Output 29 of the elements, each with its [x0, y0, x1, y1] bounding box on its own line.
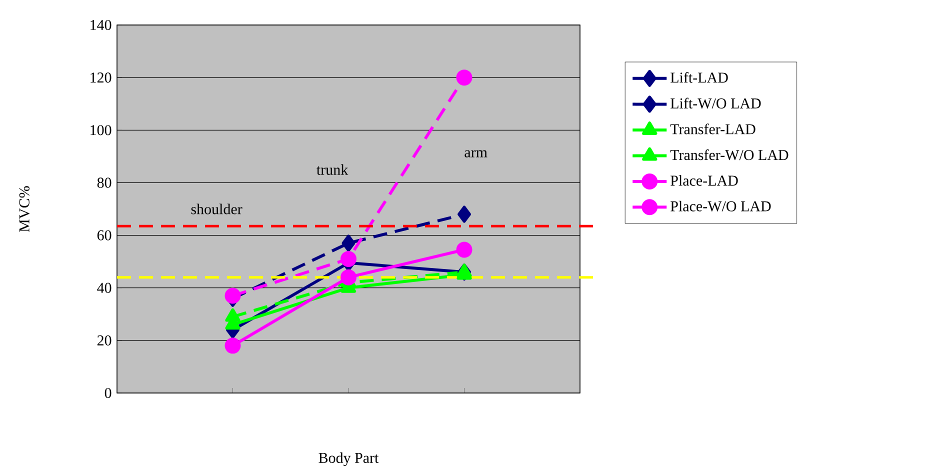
point: [456, 242, 472, 258]
annotation: shoulder: [191, 204, 242, 214]
legend-label: Lift-W/O LAD: [670, 98, 761, 109]
y-tick-label: 80: [97, 178, 112, 188]
point: [342, 234, 356, 252]
y-tick-label: 20: [97, 335, 112, 346]
y-tick-label: 60: [97, 230, 112, 240]
legend-label: Transfer-W/O LAD: [670, 149, 788, 160]
legend-label: Place-LAD: [670, 175, 738, 186]
point: [340, 269, 356, 286]
point: [225, 308, 240, 322]
y-tick-label: 0: [104, 388, 112, 398]
legend-label: Transfer-LAD: [670, 124, 756, 134]
point: [224, 338, 241, 354]
point: [456, 70, 472, 86]
x-axis-title: Body Part: [318, 452, 379, 466]
y-tick-label: 120: [90, 72, 112, 83]
y-tick-label: 40: [97, 282, 112, 293]
point: [458, 206, 472, 223]
point: [456, 264, 472, 278]
annotation: arm: [464, 150, 488, 158]
annotation: trunk: [316, 164, 348, 175]
point: [340, 250, 356, 267]
y-tick-label: 140: [90, 20, 112, 30]
point: [224, 288, 241, 304]
legend-label: Lift-LAD: [670, 72, 728, 83]
legend-label: Place-W/O LAD: [670, 200, 771, 212]
y-axis-title: MVC%: [19, 186, 30, 232]
y-tick-label: 100: [90, 125, 112, 136]
